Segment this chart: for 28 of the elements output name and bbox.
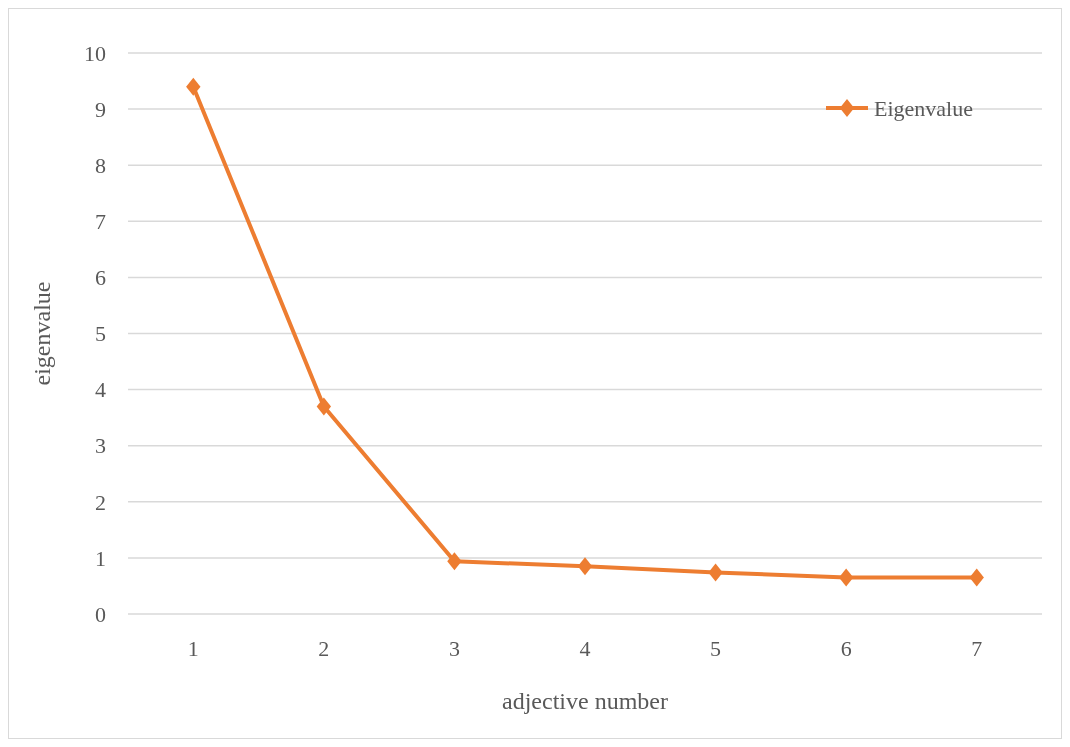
point xyxy=(969,568,984,587)
x-axis-title: adjective number xyxy=(502,688,668,714)
y-tick-label: 9 xyxy=(95,96,106,122)
y-tick-label: 6 xyxy=(95,265,106,291)
x-tick-label: 4 xyxy=(579,636,591,661)
y-tick-label: 1 xyxy=(95,545,106,571)
y-tick-label: 0 xyxy=(95,601,106,627)
x-tick-label: 2 xyxy=(318,636,330,661)
y-tick-label: 3 xyxy=(95,433,106,459)
y-axis-title: eigenvalue xyxy=(29,281,55,386)
y-tick-label: 2 xyxy=(95,489,106,515)
point xyxy=(838,568,854,587)
point xyxy=(577,557,593,576)
point xyxy=(186,77,201,96)
y-tick-label: 10 xyxy=(84,40,106,66)
point xyxy=(316,397,332,416)
point xyxy=(447,552,462,571)
x-tick-label: 6 xyxy=(840,636,852,661)
point xyxy=(708,563,723,582)
x-tick-label: 1 xyxy=(187,636,199,661)
x-tick-label: 3 xyxy=(448,636,460,661)
y-tick-label: 7 xyxy=(95,209,106,234)
y-tick-label: 4 xyxy=(95,377,106,403)
x-tick-label: 5 xyxy=(710,636,722,661)
legend-label: Eigenvalue xyxy=(874,95,973,121)
x-tick-label: 7 xyxy=(971,636,983,661)
y-tick-label: 8 xyxy=(95,152,106,178)
y-tick-label: 5 xyxy=(95,321,106,347)
